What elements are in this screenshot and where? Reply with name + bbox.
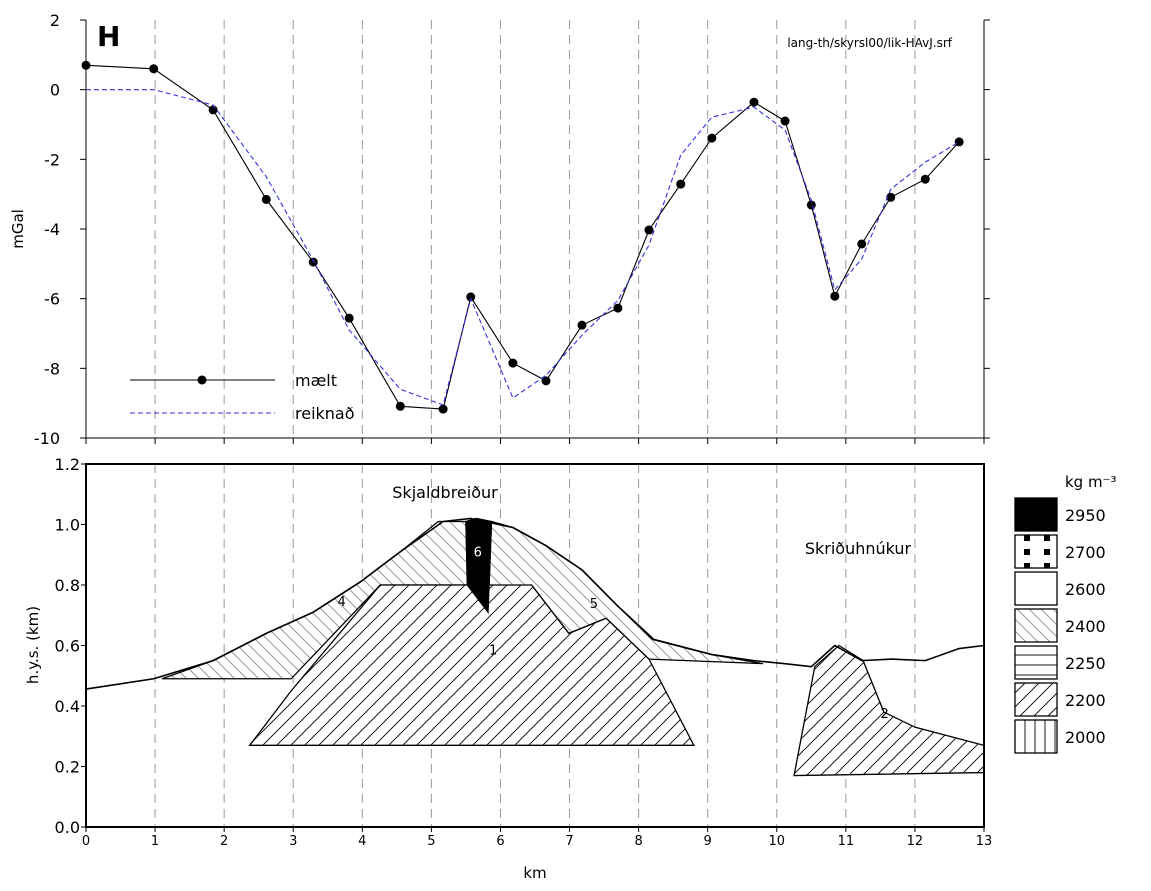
x-tick-label: 10 [768,834,785,849]
legend-label: 2250 [1065,654,1106,673]
series-line [85,64,960,410]
y-tick-label: 0 [50,81,60,100]
x-tick-label: 0 [82,834,90,849]
body [248,584,695,746]
marker [830,291,840,301]
legend-swatch [1014,682,1058,717]
legend-swatch [1014,645,1058,680]
x-tick-label: 4 [358,834,366,849]
legend-marker [197,375,207,385]
body-label: 1 [489,644,497,659]
x-tick-label: 5 [427,834,435,849]
x-tick-label: 3 [289,834,297,849]
marker [676,179,686,189]
legend-swatch [1014,534,1058,569]
x-tick-label: 6 [496,834,504,849]
panel-title: H [97,20,120,53]
marker [613,303,623,313]
body-label: 5 [590,597,598,612]
y-axis-label: h.y.s. (km) [24,606,42,684]
y-tick-label: 1.2 [55,455,80,474]
marker [344,313,354,323]
y-tick-label: 0.0 [55,818,80,837]
legend-label: 2600 [1065,580,1106,599]
y-tick-label: 0.6 [55,637,80,656]
y-tick-label: -4 [44,220,60,239]
legend-swatch [1014,608,1058,643]
x-tick-label: 2 [220,834,228,849]
y-tick-label: 2 [50,11,60,30]
marker [541,376,551,386]
marker [149,64,159,74]
marker [466,292,476,302]
legend-label: 2200 [1065,691,1106,710]
marker [81,60,91,70]
marker [395,401,405,411]
marker [438,404,448,414]
marker [508,358,518,368]
legend-label: 2700 [1065,543,1106,562]
marker [208,105,218,115]
body-label: 2 [881,707,889,722]
x-axis-label: km [523,864,546,882]
x-tick-label: 11 [838,834,855,849]
y-axis-label: mGal [9,209,27,249]
x-tick-label: 13 [976,834,993,849]
y-tick-label: -6 [44,290,60,309]
surface-line [85,517,985,690]
marker [886,192,896,202]
place-name: Skjaldbreiður [392,483,498,502]
legend-title: kg m⁻³ [1065,473,1117,491]
x-tick-label: 12 [907,834,924,849]
file-annotation: lang-th/skyrsl00/lik-HAvJ.srf [787,36,952,50]
y-tick-label: 0.2 [55,758,80,777]
legend-label: 2000 [1065,728,1106,747]
legend-swatch [1014,497,1058,532]
legend-label: mælt [295,371,337,390]
marker [780,116,790,126]
marker [920,174,930,184]
place-name: Skriðuhnúkur [805,539,912,558]
y-tick-label: -8 [44,359,60,378]
series-line [86,89,960,406]
marker [749,97,759,107]
legend-label: 2950 [1065,506,1106,525]
y-tick-label: 0.8 [55,576,80,595]
marker [261,194,271,204]
legend-label: reiknað [295,404,355,423]
marker [954,137,964,147]
legend-swatch [1014,571,1058,606]
y-tick-label: 0.4 [55,697,80,716]
y-tick-label: 1.0 [55,516,80,535]
x-tick-label: 7 [565,834,573,849]
y-tick-label: -2 [44,150,60,169]
marker [644,225,654,235]
x-tick-label: 1 [151,834,159,849]
marker [857,239,867,249]
legend-label: 2400 [1065,617,1106,636]
plot-frame [85,463,985,828]
legend-swatch [1014,719,1058,754]
x-tick-label: 9 [704,834,712,849]
x-tick-label: 8 [634,834,642,849]
marker [308,257,318,267]
marker [577,320,587,330]
body-label: 6 [474,546,482,561]
body [793,644,985,777]
body-label: 4 [338,595,346,610]
marker [707,133,717,143]
y-tick-label: -10 [34,429,60,448]
